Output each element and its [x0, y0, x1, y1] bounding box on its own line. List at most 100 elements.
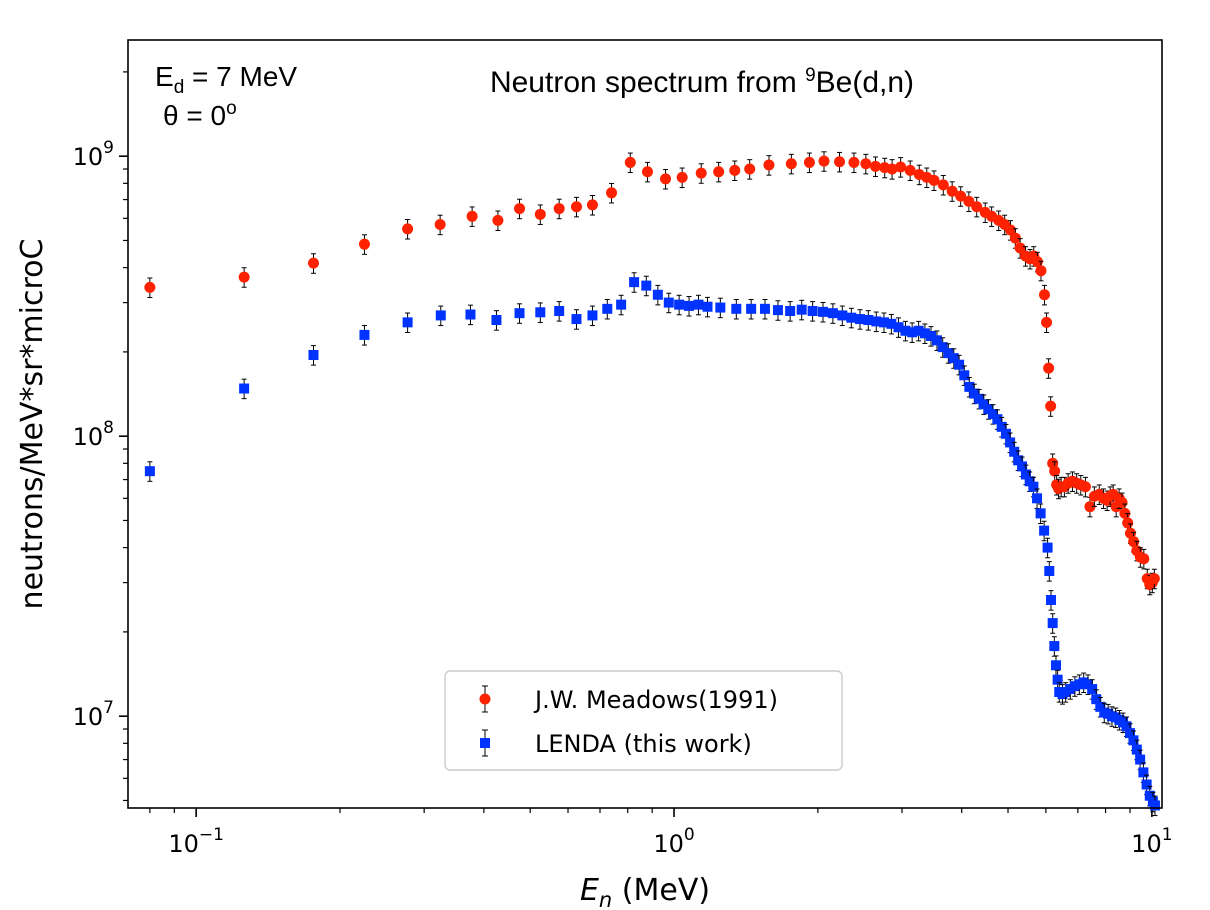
data-point [660, 173, 672, 185]
data-point [1144, 790, 1155, 801]
data-point [1116, 496, 1128, 508]
x-tick-label: 100 [653, 825, 694, 858]
x-tick-label: 101 [1131, 825, 1172, 858]
data-point [772, 305, 783, 316]
x-axis-label: En (MeV) [580, 873, 710, 910]
data-point [1045, 594, 1056, 605]
data-point [963, 195, 975, 207]
data-point [358, 238, 370, 250]
data-point [602, 303, 613, 314]
data-point [1045, 400, 1057, 412]
data-point [1095, 701, 1106, 712]
data-point [1079, 481, 1091, 493]
data-point [492, 214, 504, 226]
y-tick-labels: 107 108 109 [73, 138, 114, 731]
data-point [913, 325, 924, 336]
data-point [904, 164, 916, 176]
data-point [1050, 660, 1061, 671]
data-point [744, 163, 756, 175]
data-point [928, 174, 940, 186]
data-point [1013, 455, 1024, 466]
legend-label-meadows: J.W. Meadows(1991) [533, 686, 778, 714]
data-point [746, 303, 757, 314]
data-point [1049, 641, 1060, 652]
data-point [1125, 728, 1136, 739]
data-point [1031, 256, 1043, 268]
data-point [1138, 767, 1149, 778]
data-point [729, 164, 741, 176]
minor-ticks [123, 71, 1131, 813]
data-point [948, 353, 959, 364]
data-point [466, 210, 478, 222]
data-point [1138, 553, 1150, 565]
data-point [586, 199, 598, 211]
annotation-angle: θ = 0o [163, 98, 237, 131]
data-point [553, 203, 565, 215]
data-point [1043, 362, 1055, 374]
legend-marker-meadows [479, 693, 491, 705]
data-point [943, 348, 954, 359]
data-point [491, 314, 502, 325]
data-point [871, 316, 882, 327]
data-point [684, 300, 695, 311]
data-point [937, 179, 949, 191]
data-point [1038, 289, 1050, 301]
data-point [886, 163, 898, 175]
data-point [1141, 779, 1152, 790]
data-point [1148, 573, 1160, 585]
legend-box [444, 670, 843, 771]
data-point [663, 297, 674, 308]
legend-markers [479, 685, 491, 757]
data-point [785, 305, 796, 316]
data-point [465, 309, 476, 320]
data-point [846, 312, 857, 323]
data-point [869, 160, 881, 172]
data-point [434, 219, 446, 231]
data-point [514, 308, 525, 319]
data-point [919, 328, 930, 339]
data-point [554, 305, 565, 316]
data-series [144, 151, 1160, 817]
data-point [964, 381, 975, 392]
data-point [534, 208, 546, 220]
series-lenda [144, 272, 1160, 817]
data-point [713, 166, 725, 178]
data-point [1087, 684, 1098, 695]
data-point [796, 304, 807, 315]
data-point [878, 317, 889, 328]
data-point [1005, 224, 1017, 236]
data-point [435, 310, 446, 321]
data-point [926, 330, 937, 341]
data-point [1149, 800, 1160, 811]
data-point [1091, 694, 1102, 705]
legend-marker-lenda [480, 738, 490, 748]
data-point [931, 335, 942, 346]
data-point [803, 156, 815, 168]
data-point [606, 187, 618, 199]
data-point [1041, 316, 1053, 328]
data-point [1042, 542, 1053, 553]
data-point [674, 299, 685, 310]
data-point [759, 303, 770, 314]
data-point [359, 329, 370, 340]
data-point [827, 308, 838, 319]
data-point [307, 257, 319, 269]
data-point [907, 327, 918, 338]
data-point [144, 281, 156, 293]
data-point [616, 299, 627, 310]
data-point [987, 409, 998, 420]
chart-title: Neutron spectrum from 9Be(d,n) [490, 65, 914, 99]
data-point [514, 203, 526, 215]
x-tick-labels: 10−1 100 101 [168, 825, 1172, 858]
data-point [893, 322, 904, 333]
data-point [763, 159, 775, 171]
data-point [308, 349, 319, 360]
data-point [402, 223, 414, 235]
data-point [817, 306, 828, 317]
data-point [402, 317, 413, 328]
data-point [1135, 754, 1146, 765]
legend: J.W. Meadows(1991) LENDA (this work) [444, 670, 843, 771]
data-point [702, 301, 713, 312]
